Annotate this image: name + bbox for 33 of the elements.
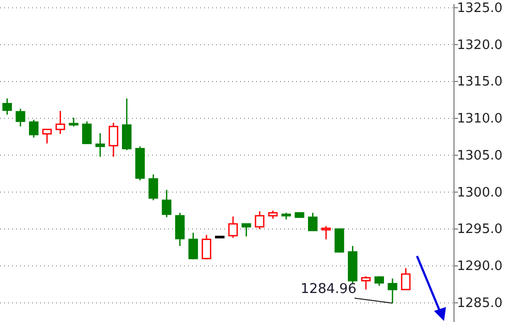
y-tick-label: 1295.0: [457, 222, 502, 238]
candlestick: [228, 216, 238, 239]
candlestick: [388, 278, 398, 304]
y-tick-label: 1290.0: [457, 259, 502, 274]
candlestick: [16, 108, 26, 128]
candlestick: [28, 119, 39, 138]
candlestick: [108, 122, 118, 158]
candlestick: [254, 210, 264, 230]
candlestick: [175, 212, 185, 247]
y-tick-label: 1310.0: [457, 112, 502, 127]
candlestick: [242, 223, 252, 238]
candlestick: [148, 174, 158, 201]
y-tick-label: 1305.0: [457, 148, 502, 164]
y-tick-label: 1300.0: [457, 185, 502, 200]
candlestick: [82, 120, 92, 144]
y-tick-label: 1325.0: [457, 0, 502, 16]
y-tick-label: 1315.0: [457, 74, 502, 90]
candlestick: [188, 232, 198, 260]
candlestick: [401, 267, 411, 290]
candlestick: [202, 234, 212, 260]
candlestick: [334, 228, 344, 254]
candlestick: [162, 189, 172, 218]
candlestick: [2, 98, 12, 116]
candlestick: [321, 225, 331, 240]
candlestick: [122, 98, 132, 151]
y-tick-label: 1320.0: [457, 38, 502, 53]
candlestick: [308, 212, 318, 232]
candlestick: [361, 276, 371, 290]
annotation: 1284.96: [300, 281, 356, 298]
candlestick: [56, 110, 66, 135]
candlestick: [95, 132, 105, 158]
candlestick: [42, 128, 52, 144]
y-tick-label: 1285.0: [457, 296, 502, 311]
